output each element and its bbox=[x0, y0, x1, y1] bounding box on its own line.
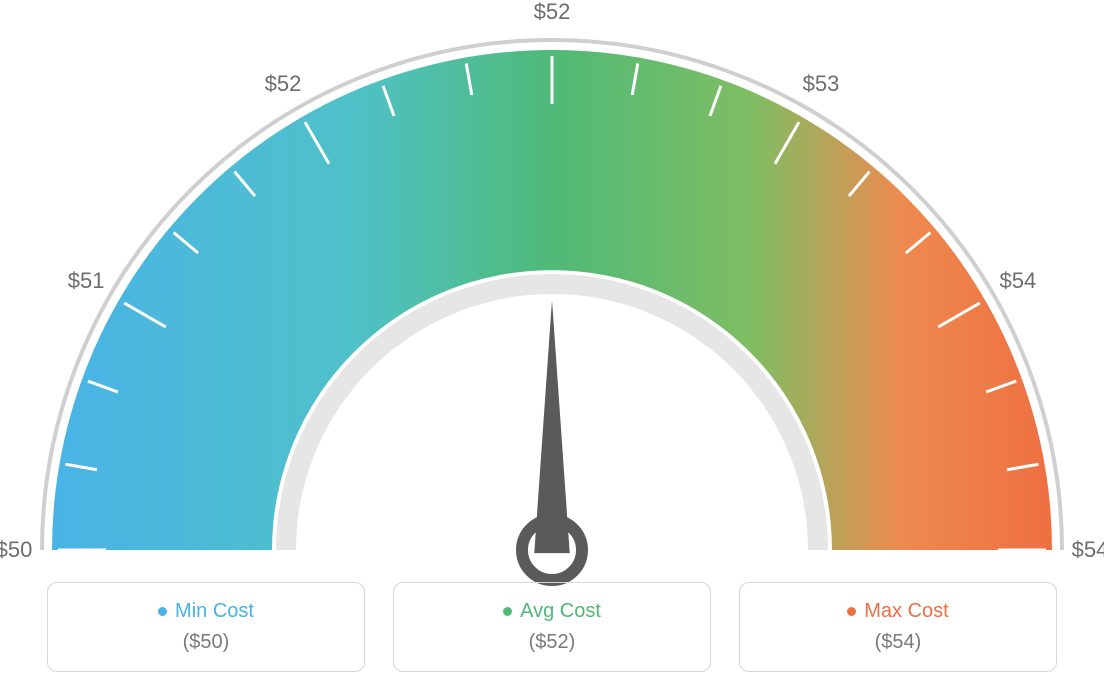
legend-row: Min Cost ($50) Avg Cost ($52) Max Cost (… bbox=[47, 582, 1057, 672]
cost-gauge: $50$51$52$52$53$54$54 bbox=[2, 10, 1102, 590]
legend-avg-value: ($52) bbox=[529, 631, 576, 654]
legend-max-header: Max Cost bbox=[847, 600, 948, 623]
gauge-tick-label: $50 bbox=[0, 537, 32, 563]
gauge-tick-label: $52 bbox=[265, 71, 302, 97]
legend-card-avg: Avg Cost ($52) bbox=[393, 582, 711, 672]
legend-avg-label: Avg Cost bbox=[520, 600, 601, 623]
gauge-tick-label: $54 bbox=[1000, 268, 1037, 294]
legend-card-max: Max Cost ($54) bbox=[739, 582, 1057, 672]
legend-max-value: ($54) bbox=[875, 631, 922, 654]
legend-card-min: Min Cost ($50) bbox=[47, 582, 365, 672]
legend-min-label: Min Cost bbox=[175, 600, 254, 623]
dot-max bbox=[847, 607, 856, 616]
gauge-tick-label: $53 bbox=[803, 71, 840, 97]
gauge-tick-label: $52 bbox=[534, 0, 571, 25]
gauge-tick-label: $54 bbox=[1072, 537, 1104, 563]
gauge-tick-label: $51 bbox=[68, 268, 105, 294]
legend-min-value: ($50) bbox=[183, 631, 230, 654]
legend-min-header: Min Cost bbox=[158, 600, 254, 623]
dot-avg bbox=[503, 607, 512, 616]
legend-max-label: Max Cost bbox=[864, 600, 948, 623]
legend-avg-header: Avg Cost bbox=[503, 600, 601, 623]
gauge-svg bbox=[2, 10, 1102, 590]
dot-min bbox=[158, 607, 167, 616]
